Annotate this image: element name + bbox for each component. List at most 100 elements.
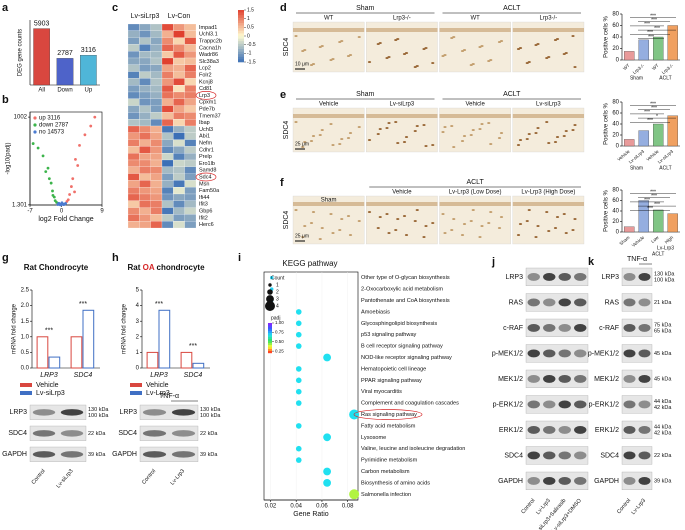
heat-cell bbox=[161, 132, 174, 140]
blot-band bbox=[60, 451, 84, 458]
stained-cell bbox=[340, 218, 344, 220]
stained-cell bbox=[518, 139, 523, 141]
blot-strip bbox=[621, 446, 653, 465]
cartilage-surface bbox=[512, 28, 584, 32]
blot-strip bbox=[621, 293, 653, 312]
heat-cell bbox=[139, 221, 151, 229]
blot-band bbox=[558, 425, 571, 434]
heat-cell bbox=[150, 180, 163, 188]
heat-cell bbox=[173, 44, 185, 52]
blot-strip bbox=[621, 267, 653, 287]
x-tick-label: 0.04 bbox=[290, 504, 302, 510]
group-label: ACLT bbox=[659, 75, 671, 81]
stained-cell bbox=[402, 215, 407, 217]
panel-label: g bbox=[2, 252, 9, 264]
blot-size-label: 130 kDa bbox=[200, 407, 221, 413]
stained-cell bbox=[367, 211, 372, 213]
row-label: Herc6 bbox=[199, 222, 214, 228]
stained-cell bbox=[320, 227, 324, 229]
dot bbox=[295, 320, 302, 327]
colorbar-step bbox=[238, 28, 244, 32]
colorbar-step bbox=[238, 17, 244, 21]
heat-cell bbox=[173, 91, 185, 99]
heat-cell bbox=[184, 153, 197, 161]
stained-cell bbox=[424, 145, 428, 147]
y-tick-label: 80 bbox=[612, 12, 619, 18]
y-axis-label: SDC4 bbox=[283, 121, 290, 140]
x-tick-label: LRP3 bbox=[150, 372, 168, 379]
chart-title: KEGG pathway bbox=[282, 259, 337, 268]
column-group-label: Lv-Con bbox=[168, 13, 191, 20]
colorbar-step bbox=[268, 335, 272, 338]
bar bbox=[33, 28, 50, 86]
heat-cell bbox=[150, 51, 163, 59]
stained-cell bbox=[545, 211, 549, 213]
blot-strip bbox=[525, 267, 589, 287]
heat-cell bbox=[173, 78, 185, 86]
heat-cell bbox=[127, 112, 140, 120]
heat-cell bbox=[173, 125, 185, 133]
blot-band bbox=[558, 298, 571, 307]
blot-row-label: GAPDH bbox=[498, 478, 523, 485]
point bbox=[46, 166, 50, 170]
y-tick-label: 20 bbox=[612, 46, 619, 52]
blot-row-label: RAS bbox=[509, 299, 524, 306]
column-group-label: Lv-siLrp3 bbox=[131, 13, 160, 20]
stained-cell bbox=[536, 127, 540, 129]
y-axis-label: DEG gene counts bbox=[18, 29, 24, 76]
y-axis-label: mRNA fold change bbox=[122, 303, 128, 354]
colorbar-step bbox=[238, 20, 244, 24]
stained-cell bbox=[499, 132, 504, 134]
bar bbox=[667, 213, 678, 233]
blot-strip bbox=[621, 395, 653, 414]
blot-strip bbox=[139, 425, 199, 441]
heat-cell bbox=[150, 193, 163, 201]
y-tick-label: 0 bbox=[616, 144, 620, 150]
heat-cell bbox=[184, 200, 197, 208]
point bbox=[83, 133, 87, 137]
blot-row-label: RAS bbox=[605, 299, 620, 306]
stained-cell bbox=[562, 53, 566, 55]
stained-cell bbox=[424, 225, 428, 227]
stained-cell bbox=[303, 225, 307, 227]
stained-cell bbox=[462, 135, 467, 137]
blot-band bbox=[32, 409, 56, 416]
heat-cell bbox=[127, 166, 140, 174]
heat-cell bbox=[173, 221, 185, 229]
stained-cell bbox=[376, 133, 380, 135]
heat-cell bbox=[173, 166, 185, 174]
stained-cell bbox=[469, 220, 473, 222]
heat-cell bbox=[127, 146, 140, 154]
blot-band bbox=[527, 272, 540, 281]
heat-cell bbox=[150, 23, 163, 31]
heat-cell bbox=[139, 153, 151, 161]
significance-label: *** bbox=[647, 206, 653, 212]
colorbar-step bbox=[268, 327, 272, 330]
heat-cell bbox=[127, 71, 140, 79]
blot-size-label: 100 kDa bbox=[200, 413, 221, 419]
heat-cell bbox=[161, 105, 174, 113]
dot bbox=[323, 479, 331, 487]
heat-cell bbox=[150, 57, 163, 65]
blot-band bbox=[543, 374, 556, 383]
stained-cell bbox=[518, 223, 523, 225]
heat-cell bbox=[150, 112, 163, 120]
y-tick-label: 0.5 bbox=[21, 350, 30, 356]
colorbar-label: 1.5 bbox=[247, 7, 254, 13]
dot bbox=[323, 467, 331, 476]
heat-cell bbox=[161, 159, 174, 167]
plot-frame bbox=[263, 271, 359, 501]
blot-band bbox=[527, 323, 540, 332]
dot bbox=[295, 343, 302, 349]
stained-cell bbox=[469, 134, 473, 136]
heat-cell bbox=[127, 187, 140, 195]
bar bbox=[36, 336, 49, 369]
blot-strip bbox=[525, 395, 589, 414]
stained-cell bbox=[301, 50, 305, 52]
heat-cell bbox=[127, 64, 140, 72]
blot-band bbox=[60, 430, 84, 437]
blot-band bbox=[623, 272, 636, 281]
stained-cell bbox=[489, 143, 493, 145]
x-tick-label: 0.08 bbox=[342, 504, 354, 510]
cartilage-surface bbox=[366, 28, 438, 32]
